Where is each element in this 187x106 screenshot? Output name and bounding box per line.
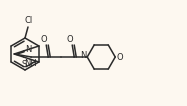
Text: S: S (21, 60, 26, 69)
Text: O: O (41, 35, 47, 44)
Text: N: N (25, 45, 32, 54)
Text: O: O (67, 35, 73, 44)
Text: NH: NH (24, 59, 37, 68)
Text: O: O (116, 52, 123, 61)
Text: N: N (80, 51, 86, 60)
Text: Cl: Cl (25, 16, 33, 25)
